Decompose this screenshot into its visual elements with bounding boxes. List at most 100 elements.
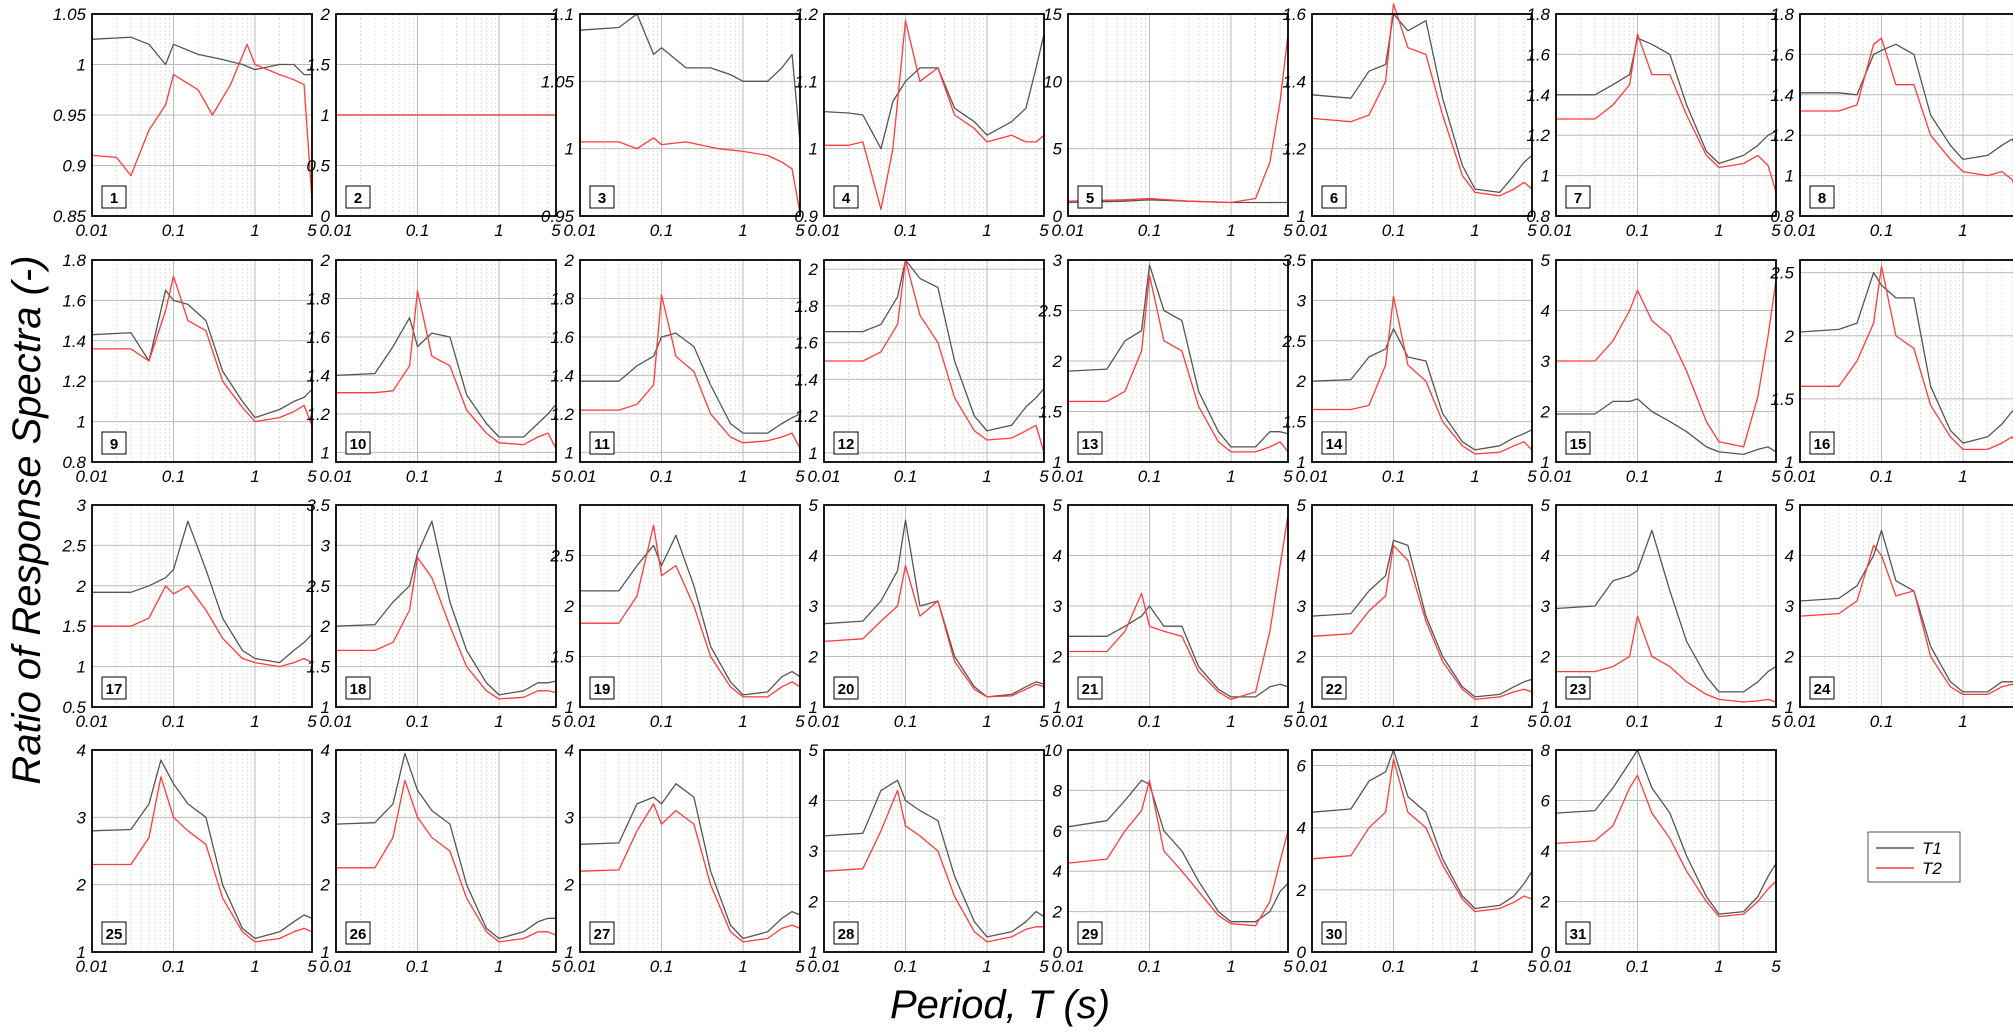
- panel-20: 0.01 0.1 1 5 1 2 3 4 5 20: [807, 496, 1049, 731]
- series-T1-line: [579, 13, 801, 142]
- y-tick-label: 0.95: [53, 106, 87, 125]
- panel-index-label: 18: [350, 681, 367, 698]
- y-tick-label: 3: [1541, 597, 1551, 616]
- y-tick-label: 2.5: [549, 547, 574, 566]
- x-tick-label: 0.01: [1295, 712, 1328, 731]
- y-tick-label: 3: [321, 536, 331, 555]
- y-tick-label: 0.8: [1526, 207, 1550, 226]
- series-T2-line: [1311, 3, 1533, 197]
- x-tick-label: 1: [1958, 712, 1967, 731]
- y-tick-label: 2: [1540, 893, 1551, 912]
- y-tick-label: 2: [1784, 327, 1795, 346]
- panel-index-label: 15: [1570, 436, 1587, 453]
- panel-index-box: [589, 185, 615, 209]
- y-tick-label: 5: [1053, 140, 1063, 159]
- x-tick-label: 0.01: [1539, 712, 1572, 731]
- x-tick-label: 0.1: [1138, 221, 1162, 240]
- y-tick-label: 15: [1043, 5, 1062, 24]
- y-tick-label: 2: [320, 617, 331, 636]
- y-tick-label: 1.4: [794, 370, 818, 389]
- y-tick-label: 1: [809, 698, 818, 717]
- x-tick-label: 5: [1039, 712, 1049, 731]
- y-tick-label: 1.8: [1770, 5, 1794, 24]
- x-tick-label: 1: [1226, 221, 1235, 240]
- series-T1-line: [1311, 13, 1533, 194]
- y-tick-label: 0.95: [541, 207, 575, 226]
- x-tick-label: 1: [494, 467, 503, 486]
- y-tick-label: 1.2: [62, 372, 86, 391]
- panel-index-label: 14: [1326, 436, 1343, 453]
- x-tick-label: 5: [1527, 957, 1537, 976]
- x-tick-label: 5: [1771, 221, 1781, 240]
- x-tick-label: 5: [1283, 957, 1293, 976]
- x-tick-label: 0.1: [406, 712, 430, 731]
- x-tick-label: 0.01: [75, 957, 108, 976]
- x-tick-label: 5: [1039, 957, 1049, 976]
- y-tick-label: 3: [321, 808, 331, 827]
- x-tick-label: 0.1: [1138, 712, 1162, 731]
- y-tick-label: 6: [1053, 822, 1063, 841]
- x-tick-label: 0.1: [1870, 221, 1894, 240]
- y-tick-label: 1: [77, 658, 86, 677]
- x-tick-label: 0.01: [1295, 221, 1328, 240]
- panel-frame: [1311, 259, 1533, 463]
- x-tick-label: 0.1: [162, 221, 186, 240]
- panel-index-box: [101, 921, 127, 945]
- y-tick-label: 1.2: [1526, 126, 1550, 145]
- series-T2-line: [91, 43, 313, 201]
- y-tick-label: 1.8: [550, 289, 574, 308]
- y-tick-label: 1.4: [62, 332, 86, 351]
- panel-frame: [823, 749, 1045, 953]
- y-tick-label: 1: [1785, 698, 1794, 717]
- y-tick-label: 1: [1297, 453, 1306, 472]
- panel-index-label: 19: [594, 681, 611, 698]
- series-T1-line: [1311, 328, 1533, 451]
- panel-index-label: 8: [1818, 190, 1826, 207]
- panel-index-box: [101, 431, 127, 455]
- x-tick-label: 5: [307, 957, 317, 976]
- y-tick-label: 2: [1052, 648, 1063, 667]
- y-tick-label: 1.8: [62, 251, 86, 270]
- series-T1-line: [1800, 43, 2013, 161]
- series-T2-line: [1800, 265, 2013, 451]
- y-tick-label: 1: [77, 56, 86, 75]
- series-T1-line: [823, 34, 1045, 150]
- y-tick-label: 1.2: [1770, 126, 1794, 145]
- y-tick-label: 4: [1053, 862, 1062, 881]
- y-tick-label: 2: [320, 5, 331, 24]
- panel-18: 0.01 0.1 1 511.522.533.518: [305, 496, 561, 731]
- x-tick-label: 0.1: [162, 957, 186, 976]
- panel-index-label: 2: [354, 190, 362, 207]
- y-tick-label: 1.5: [306, 56, 330, 75]
- panel-frame: [579, 259, 801, 463]
- x-tick-label: 5: [1527, 221, 1537, 240]
- y-tick-label: 1.8: [306, 289, 330, 308]
- panel-7: 0.01 0.1 1 50.811.21.41.61.87: [1526, 5, 1781, 240]
- panel-28: 0.01 0.1 1 5 1 2 3 4 5 28: [807, 741, 1049, 976]
- y-tick-label: 2: [564, 876, 575, 895]
- panel-frame: [1555, 259, 1777, 463]
- y-tick-label: 0: [321, 207, 331, 226]
- x-tick-label: 5: [795, 712, 805, 731]
- series-T2-line: [823, 564, 1045, 698]
- panel-index-box: [1321, 921, 1347, 945]
- panel-25: 0.01 0.1 1 5 1 2 3 4 25: [75, 741, 317, 976]
- x-tick-label: 1: [494, 221, 503, 240]
- x-tick-label: 0.1: [650, 957, 674, 976]
- panel-index-box: [589, 921, 615, 945]
- series-T1-line: [1556, 398, 1777, 456]
- x-tick-label: 1: [250, 712, 259, 731]
- y-tick-label: 0: [1053, 943, 1063, 962]
- x-tick-label: 1: [1226, 712, 1235, 731]
- y-tick-label: 1: [565, 698, 574, 717]
- panel-31: 0.01 0.1 1 5 0 2 4 6 8 31: [1539, 741, 1781, 976]
- y-tick-label: 0.9: [62, 157, 86, 176]
- series-T2-line: [336, 779, 557, 943]
- y-tick-label: 1: [321, 698, 330, 717]
- x-tick-label: 0.1: [1626, 712, 1650, 731]
- series-T2-line: [1312, 295, 1533, 455]
- x-tick-label: 0.01: [807, 467, 840, 486]
